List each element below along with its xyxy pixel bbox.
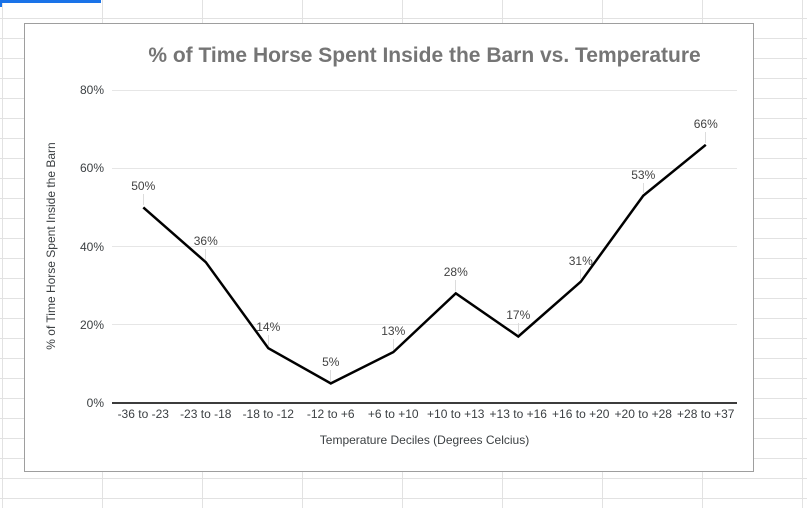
x-tick-label: -36 to -23: [117, 407, 169, 421]
data-point-label: 31%: [568, 253, 593, 268]
data-point-label: 50%: [131, 179, 156, 194]
y-tick-label: 20%: [79, 317, 104, 332]
data-point-label: 53%: [631, 167, 656, 182]
y-tick-label: 80%: [79, 83, 104, 97]
data-label-leader-line: [142, 194, 144, 206]
y-tick-label: 60%: [79, 161, 104, 176]
x-tick-label: +16 to +20: [552, 407, 610, 421]
active-cell-selection-border: [0, 0, 101, 3]
x-tick-label: +10 to +13: [427, 407, 485, 421]
data-label-leader-line: [330, 370, 332, 382]
data-label-leader-line: [205, 249, 207, 261]
data-label-leader-line: [392, 339, 394, 351]
y-tick-label: 40%: [79, 239, 104, 254]
data-point-label: 17%: [506, 308, 531, 323]
data-point-label: 5%: [322, 355, 340, 370]
data-label-leader-line: [705, 131, 707, 143]
data-label-leader-line: [267, 335, 269, 347]
y-gridline: [112, 246, 737, 247]
data-point-label: 28%: [443, 265, 468, 280]
y-gridline: [112, 324, 737, 326]
line-series: [142, 143, 707, 385]
data-point-label: 66%: [693, 116, 718, 131]
data-point-label: 13%: [381, 324, 406, 339]
data-label-leader-line: [580, 268, 582, 280]
x-tick-label: -18 to -12: [242, 407, 294, 421]
x-tick-label: +20 to +28: [614, 407, 672, 421]
data-label-leader-line: [455, 280, 457, 292]
data-label-leader-line: [642, 182, 644, 194]
data-point-label: 14%: [256, 320, 281, 335]
x-axis-line: [112, 402, 737, 404]
x-tick-label: -12 to +6: [306, 407, 355, 421]
data-label-leader-line: [517, 323, 519, 335]
chart[interactable]: % of Time Horse Spent Inside the Barn vs…: [24, 23, 754, 472]
x-tick-label: +28 to +37: [677, 407, 735, 421]
x-tick-label: +13 to +16: [489, 407, 547, 421]
chart-title: % of Time Horse Spent Inside the Barn vs…: [148, 44, 701, 67]
x-axis-title: Temperature Deciles (Degrees Celcius): [319, 433, 530, 447]
x-tick-label: +6 to +10: [367, 407, 419, 421]
data-point-label: 36%: [193, 234, 218, 249]
y-gridline: [112, 89, 737, 91]
active-cell-selection-border-left: [0, 0, 2, 7]
y-tick-label: 0%: [86, 396, 104, 410]
y-gridline: [112, 167, 737, 169]
x-tick-label: -23 to -18: [180, 407, 232, 421]
